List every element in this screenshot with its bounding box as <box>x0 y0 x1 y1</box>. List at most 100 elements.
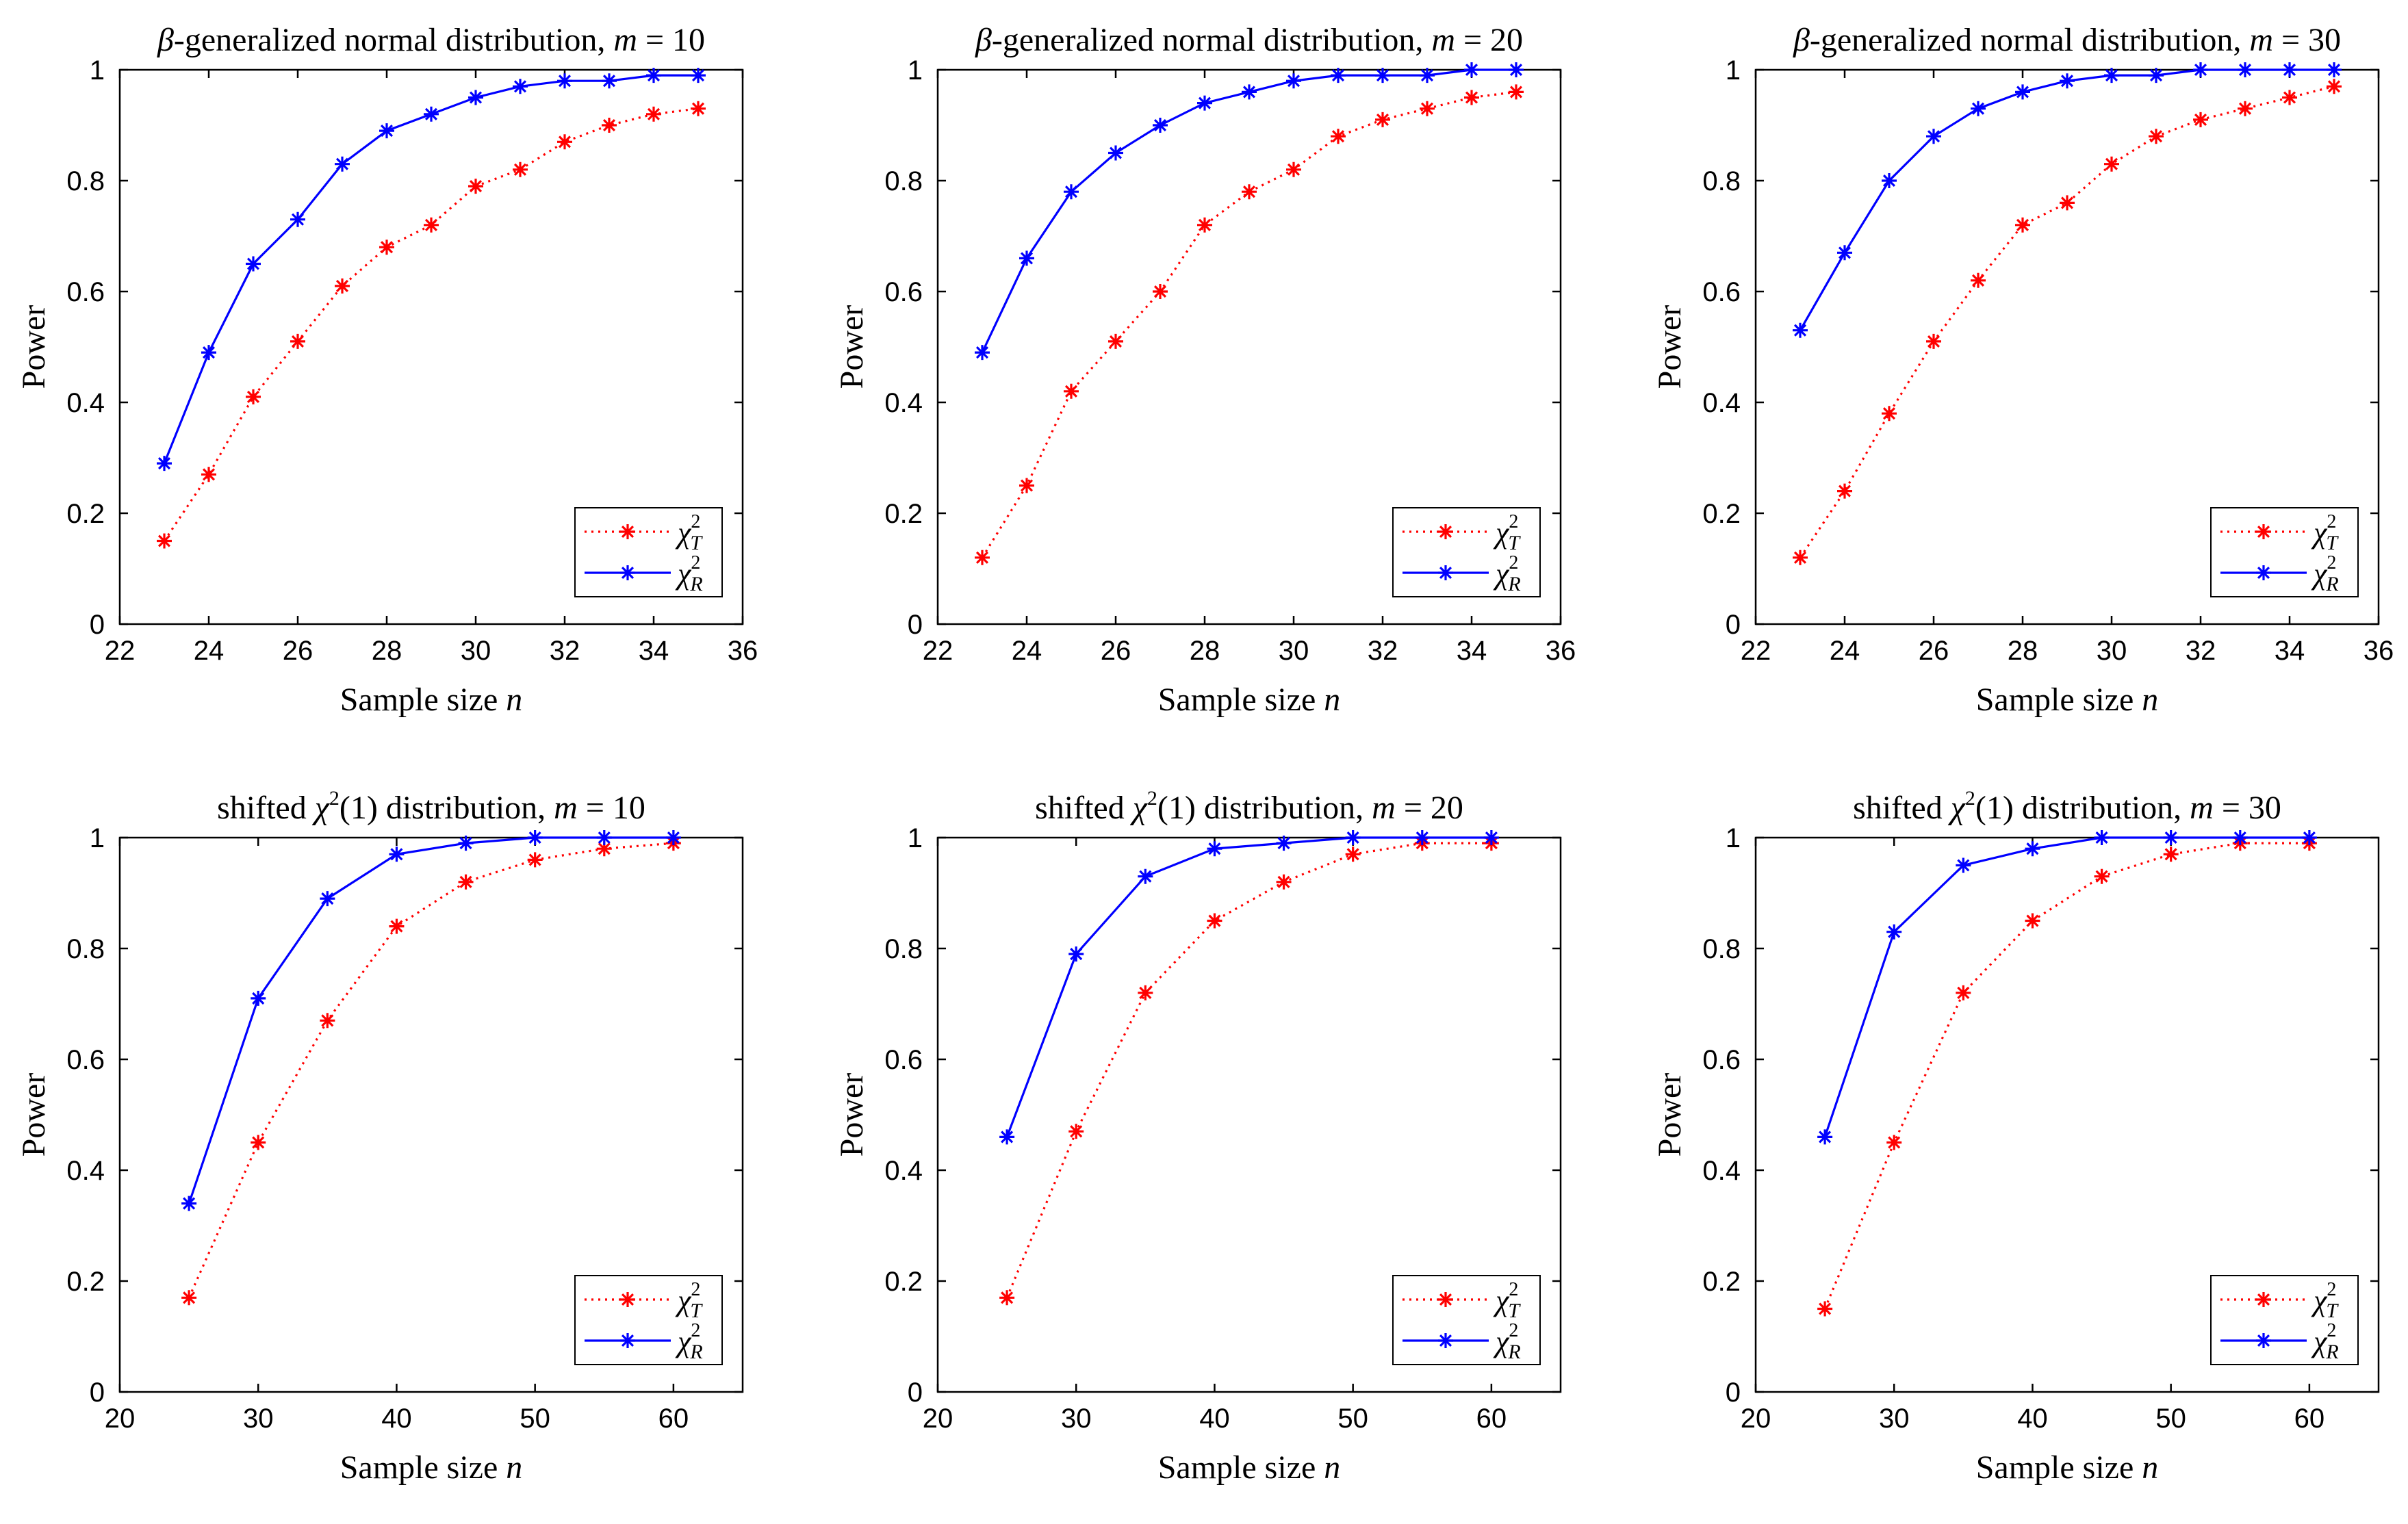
data-point-t <box>1064 383 1079 399</box>
x-tick-label: 24 <box>1830 636 1860 666</box>
y-tick-label: 0 <box>908 1378 923 1408</box>
y-tick-label: 1 <box>90 823 105 853</box>
legend-label: χ2 T <box>2311 1279 2339 1322</box>
data-point-r <box>2232 830 2248 845</box>
y-tick-label: 0.4 <box>884 388 923 418</box>
x-tick-label: 50 <box>1337 1404 1368 1434</box>
data-point-t <box>389 918 405 934</box>
legend-marker <box>2256 1333 2271 1348</box>
data-point-r <box>1138 868 1153 884</box>
data-point-r <box>290 211 305 227</box>
data-point-r <box>2163 830 2179 845</box>
data-point-t <box>1197 217 1212 233</box>
legend-label: χ2 R <box>2311 1320 2339 1363</box>
data-point-r <box>1817 1129 1833 1145</box>
data-point-r <box>424 106 439 122</box>
y-tick-label: 1 <box>908 823 923 853</box>
x-tick-label: 28 <box>372 636 402 666</box>
data-point-t <box>157 533 172 549</box>
chart-title: shifted χ2(1) distribution, m = 30 <box>1853 787 2281 826</box>
y-tick-label: 0.2 <box>66 499 105 529</box>
x-tick-label: 30 <box>1061 1404 1092 1434</box>
y-tick-label: 0.4 <box>1702 1156 1741 1186</box>
x-axis-label: Sample size n <box>1158 682 1341 718</box>
x-tick-label: 20 <box>105 1404 136 1434</box>
x-tick-label: 40 <box>381 1404 412 1434</box>
data-point-t <box>1882 406 1897 422</box>
data-point-t <box>999 1290 1015 1306</box>
data-point-r <box>1956 857 1971 873</box>
x-tick-label: 26 <box>1101 636 1131 666</box>
chart-panel-1: 22 24 26 28 30 32 34 36 0 0.2 0.4 0.6 0.8 1 β-generali… <box>16 22 758 718</box>
data-point-r <box>181 1196 197 1211</box>
data-point-r <box>1509 62 1524 77</box>
legend-marker <box>620 565 635 580</box>
legend: χ2 Tχ2 R <box>574 1275 723 1365</box>
data-point-t <box>2025 913 2040 929</box>
data-point-t <box>1464 90 1479 105</box>
data-point-r <box>513 79 528 94</box>
legend-marker <box>1438 565 1453 580</box>
data-point-r <box>1886 924 1902 940</box>
data-point-t <box>1926 333 1941 349</box>
data-point-r <box>691 68 706 83</box>
data-point-r <box>975 345 990 361</box>
x-axis-label: Sample size n <box>340 682 523 718</box>
legend-label: χ2 R <box>1493 1320 1521 1363</box>
y-tick-label: 0.6 <box>66 277 105 307</box>
x-tick-label: 30 <box>1879 1404 1910 1434</box>
x-tick-label: 60 <box>1476 1404 1507 1434</box>
legend-label: χ2 T <box>1493 511 1521 554</box>
y-tick-label: 0.2 <box>1702 499 1741 529</box>
data-point-t <box>975 550 990 565</box>
data-point-r <box>1108 145 1123 161</box>
data-point-r <box>1837 245 1852 261</box>
x-tick-label: 34 <box>639 636 669 666</box>
x-tick-label: 40 <box>1199 1404 1230 1434</box>
data-point-r <box>335 156 350 172</box>
data-point-t <box>1886 1135 1902 1150</box>
data-point-t <box>1286 162 1301 177</box>
chart-title: β-generalized normal distribution, m = 1… <box>157 22 705 58</box>
x-tick-label: 60 <box>658 1404 689 1434</box>
data-point-t <box>1276 874 1292 890</box>
y-tick-label: 0 <box>90 610 105 640</box>
data-point-t <box>468 179 483 194</box>
data-point-t <box>691 101 706 116</box>
y-tick-label: 0.8 <box>884 166 923 196</box>
y-tick-label: 0 <box>1726 1378 1741 1408</box>
data-point-t <box>2163 847 2179 862</box>
series-line-t <box>1823 842 2309 1310</box>
x-tick-label: 32 <box>550 636 580 666</box>
legend-box <box>1392 507 1541 597</box>
y-tick-label: 0.4 <box>1702 388 1741 418</box>
data-point-t <box>1509 84 1524 100</box>
legend-marker <box>2256 524 2271 539</box>
data-point-t <box>379 240 394 255</box>
chart-panel-6: 20 30 40 50 60 0 0.2 0.4 0.6 0.8 1 shifted χ2(1) di… <box>1652 787 2380 1486</box>
data-point-t <box>2149 129 2164 144</box>
data-point-t <box>1207 913 1222 929</box>
data-point-t <box>1331 129 1346 144</box>
y-tick-label: 0.2 <box>1702 1267 1741 1297</box>
data-point-r <box>527 830 543 845</box>
data-point-t <box>2327 79 2342 94</box>
y-tick-label: 0.6 <box>884 1045 923 1075</box>
data-point-r <box>201 345 216 361</box>
data-point-r <box>1926 129 1941 144</box>
data-point-t <box>246 389 261 404</box>
data-point-t <box>557 134 572 150</box>
legend: χ2 Tχ2 R <box>2210 507 2359 597</box>
data-point-r <box>2015 84 2030 100</box>
data-point-t <box>1971 272 1986 288</box>
y-tick-label: 0.8 <box>1702 166 1741 196</box>
data-point-t <box>2104 156 2119 172</box>
legend: χ2 Tχ2 R <box>574 507 723 597</box>
data-point-t <box>424 217 439 233</box>
data-point-t <box>646 106 661 122</box>
data-point-r <box>1793 322 1808 338</box>
data-point-r <box>557 73 572 89</box>
y-tick-label: 0.4 <box>66 1156 105 1186</box>
x-tick-label: 28 <box>2008 636 2038 666</box>
